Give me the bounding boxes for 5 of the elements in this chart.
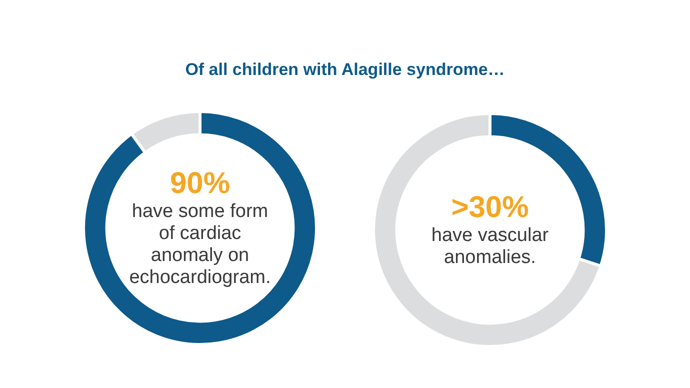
text: have vascular anomalies. (430, 225, 550, 269)
data-label: 90% (168, 167, 232, 201)
text: have some form of cardiac anomaly on echocardiogram. (128, 201, 272, 289)
chart-title: Of all children with Alagille syndrome… (184, 60, 506, 80)
data-label: >30% (450, 191, 530, 225)
